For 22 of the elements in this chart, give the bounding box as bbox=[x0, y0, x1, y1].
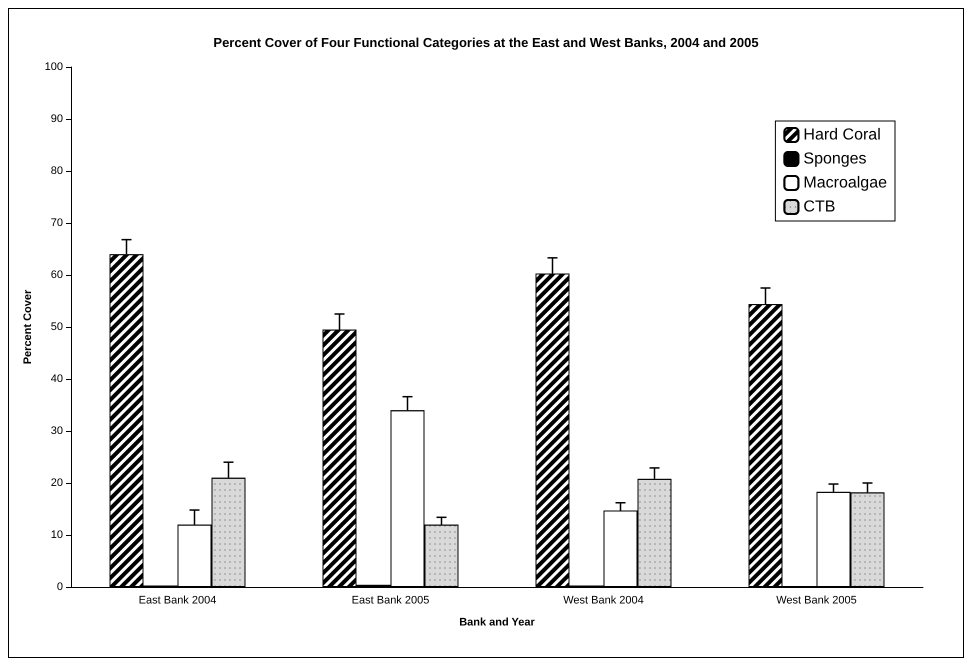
y-tick-label: 60 bbox=[50, 269, 63, 281]
y-tick-label: 0 bbox=[56, 581, 63, 593]
x-axis-title: Bank and Year bbox=[459, 616, 536, 628]
y-tick-label: 90 bbox=[50, 113, 63, 125]
y-tick-label: 30 bbox=[50, 425, 63, 437]
y-tick-label: 10 bbox=[50, 529, 63, 541]
y-axis-title: Percent Cover bbox=[22, 288, 34, 364]
y-tick-label: 40 bbox=[50, 373, 63, 385]
y-tick-label: 70 bbox=[50, 217, 63, 229]
y-tick-label: 100 bbox=[44, 61, 63, 73]
x-tick-label: East Bank 2004 bbox=[138, 594, 216, 606]
legend-label: Hard Coral bbox=[803, 126, 881, 144]
y-tick-label: 20 bbox=[50, 477, 63, 489]
legend-label: Sponges bbox=[803, 150, 867, 168]
x-tick-label: West Bank 2005 bbox=[776, 594, 857, 606]
legend-label: CTB bbox=[803, 198, 836, 216]
x-tick-label: East Bank 2005 bbox=[352, 594, 430, 606]
y-tick-label: 80 bbox=[50, 165, 63, 177]
chart-title: Percent Cover of Four Functional Categories at the East and West Banks, 2004 and 2005 bbox=[213, 35, 759, 50]
legend-label: Macroalgae bbox=[803, 174, 888, 192]
x-tick-label: West Bank 2004 bbox=[563, 594, 644, 606]
y-tick-label: 50 bbox=[50, 321, 63, 333]
